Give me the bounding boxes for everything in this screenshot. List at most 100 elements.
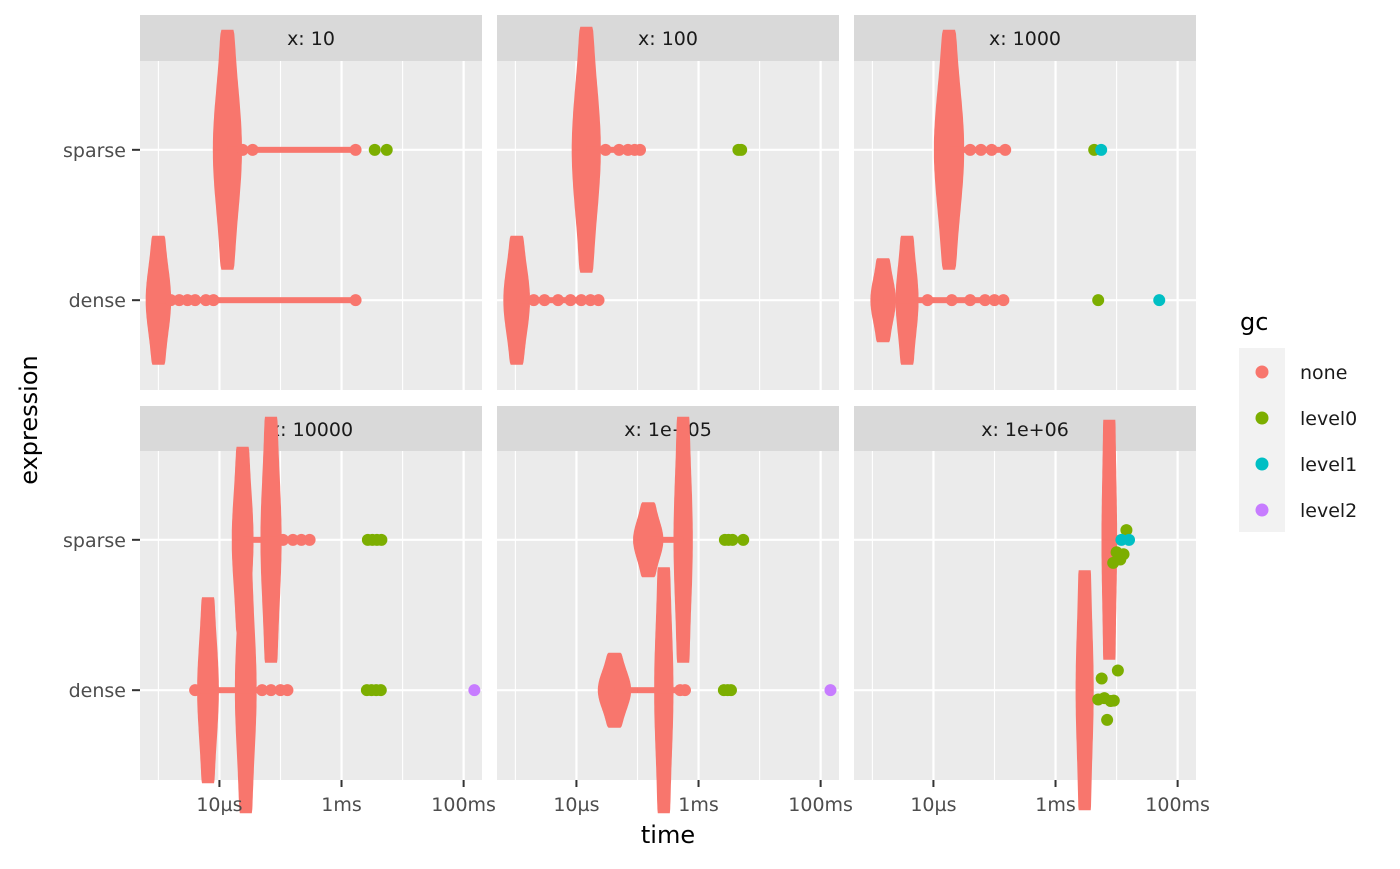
y-axis-title: expression <box>15 355 43 484</box>
legend-label: level2 <box>1300 500 1357 522</box>
facet-label: x: 1000 <box>989 28 1061 50</box>
point-level0 <box>737 533 750 546</box>
point-level2 <box>468 684 481 697</box>
x-tick-label: 1ms <box>678 794 719 816</box>
panel-4: x: 10000 dense sparse 10µs 1ms 100ms <box>63 406 496 816</box>
legend-key-level0 <box>1255 411 1269 425</box>
point-none <box>303 533 316 546</box>
legend-title: gc <box>1240 308 1268 336</box>
point-band-none <box>648 536 684 543</box>
point-none <box>974 143 987 156</box>
point-level0 <box>1120 524 1133 537</box>
point-none <box>246 143 259 156</box>
point-level0 <box>724 684 737 697</box>
x-tick-label: 100ms <box>1145 794 1210 816</box>
y-tick-label: sparse <box>63 530 126 552</box>
facet-label: x: 10 <box>287 28 335 50</box>
point-level1 <box>1095 143 1108 156</box>
point-none <box>964 143 977 156</box>
point-level2 <box>824 684 837 697</box>
point-level0 <box>1107 694 1120 707</box>
legend-label: none <box>1300 362 1347 384</box>
x-tick-label: 1ms <box>321 794 362 816</box>
point-none <box>189 684 202 697</box>
point-level0 <box>368 143 381 156</box>
point-none <box>349 294 362 307</box>
facet-strip <box>497 406 839 452</box>
point-cluster-none <box>870 258 896 343</box>
point-cluster-none <box>571 26 601 273</box>
facet-strip <box>497 15 839 61</box>
point-level1 <box>1115 533 1128 546</box>
point-none <box>599 143 612 156</box>
point-band-none <box>883 297 1004 304</box>
point-level0 <box>726 533 739 546</box>
x-axis-title: time <box>641 821 695 849</box>
point-none <box>985 143 998 156</box>
point-level0 <box>1117 548 1130 561</box>
panel-1: x: 10 dense sparse <box>63 15 482 390</box>
panel-6: x: 1e+06 10µs 1ms 100ms <box>854 406 1210 816</box>
facet-label: x: 10000 <box>269 419 353 441</box>
x-tick-label: 1ms <box>1035 794 1076 816</box>
point-none <box>634 143 647 156</box>
facet-label: x: 1e+05 <box>624 419 712 441</box>
facet-strip <box>854 406 1196 452</box>
point-none <box>678 684 691 697</box>
point-none <box>527 294 540 307</box>
point-none <box>538 294 551 307</box>
point-none <box>349 143 362 156</box>
legend-key-level2 <box>1255 503 1269 517</box>
point-none <box>265 684 278 697</box>
legend-key-background <box>1239 348 1285 532</box>
point-level0 <box>1095 672 1108 685</box>
panel-background <box>140 451 482 780</box>
facet-strip <box>854 15 1196 61</box>
point-none <box>945 294 958 307</box>
x-tick-label: 10µs <box>910 794 956 816</box>
point-level0 <box>374 684 387 697</box>
facet-label: x: 100 <box>638 28 698 50</box>
panel-2: x: 100 <box>497 15 839 390</box>
facet-strip <box>140 15 482 61</box>
point-level0 <box>375 533 388 546</box>
point-level0 <box>1101 713 1114 726</box>
panel-background <box>497 61 839 390</box>
point-level0 <box>735 143 748 156</box>
point-cluster-none <box>503 235 530 365</box>
point-none <box>236 143 249 156</box>
point-band-none <box>195 687 288 694</box>
point-level1 <box>1153 294 1166 307</box>
point-none <box>295 533 308 546</box>
point-none <box>921 294 934 307</box>
point-none <box>999 143 1012 156</box>
x-tick-label: 10µs <box>553 794 599 816</box>
point-none <box>979 294 992 307</box>
point-none <box>286 533 299 546</box>
point-cluster-none <box>1075 570 1094 811</box>
panel-5: x: 1e+05 10µs 1ms 100ms <box>497 406 853 816</box>
point-level0 <box>1111 664 1124 677</box>
point-cluster-none <box>212 29 242 270</box>
y-tick-label: dense <box>69 680 126 702</box>
point-none <box>164 294 177 307</box>
facet-label: x: 1e+06 <box>981 419 1069 441</box>
point-level0 <box>1092 294 1105 307</box>
point-none <box>997 294 1010 307</box>
legend-key-level1 <box>1255 457 1269 471</box>
panel-3: x: 1000 <box>854 15 1196 390</box>
point-none <box>207 294 220 307</box>
panel-background <box>854 451 1196 780</box>
x-tick-label: 100ms <box>431 794 496 816</box>
point-none <box>564 294 577 307</box>
point-none <box>173 294 186 307</box>
point-band-none <box>158 297 356 304</box>
point-none <box>988 294 1001 307</box>
point-none <box>592 294 605 307</box>
point-band-none <box>614 687 685 694</box>
point-none <box>277 533 290 546</box>
point-none <box>613 143 626 156</box>
point-band-none <box>242 536 310 543</box>
legend-key-none <box>1255 365 1269 379</box>
